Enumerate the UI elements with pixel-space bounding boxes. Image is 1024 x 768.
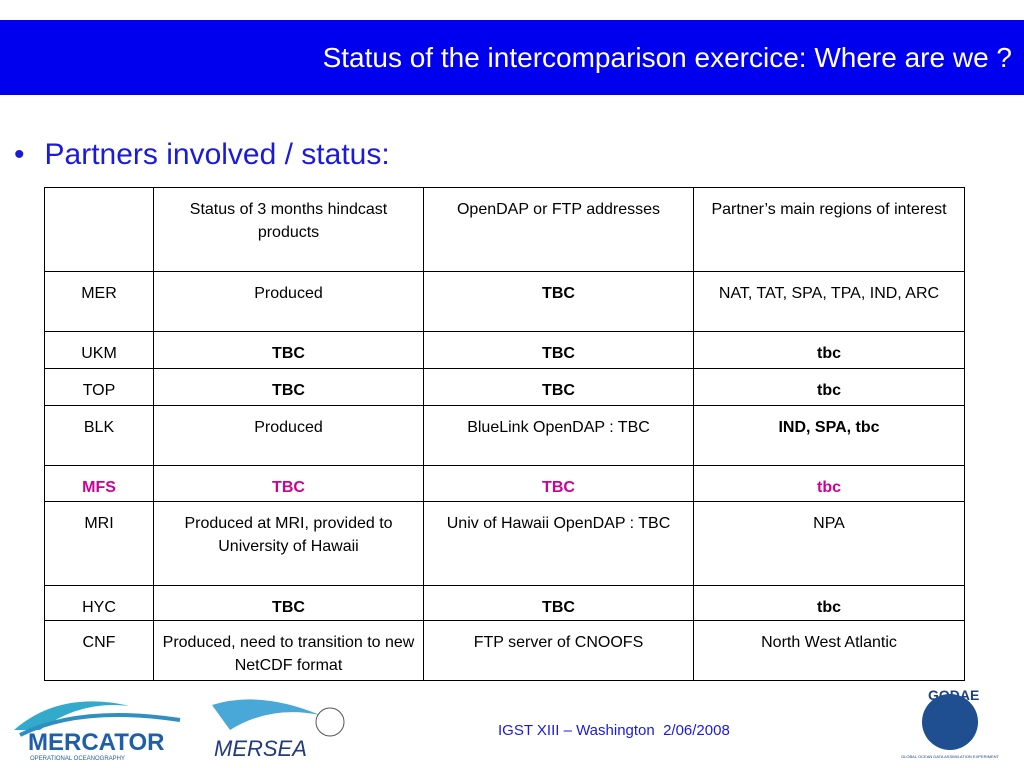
table-cell: FTP server of CNOOFS — [423, 620, 694, 681]
godae-globe — [922, 694, 978, 750]
mercator-sub: OPERATIONAL OCEANOGRAPHY — [30, 756, 125, 762]
mersea-globe — [315, 707, 345, 737]
table-cell: MER — [44, 271, 154, 332]
table-cell: IND, SPA, tbc — [693, 405, 965, 466]
table-row: MER Produced TBC NAT, TAT, SPA, TPA, IND, A… — [44, 271, 965, 332]
table-cell: tbc — [693, 585, 965, 621]
title-bar — [0, 20, 1024, 95]
slide-title: Status of the intercomparison exercice: … — [322, 42, 1012, 73]
table-cell: TBC — [423, 271, 694, 332]
table-cell: UKM — [44, 331, 154, 369]
godae-logo: GODAE — [928, 687, 979, 703]
table-cell: TBC — [423, 368, 694, 406]
table-row: CNF Produced, need to transition to new N… — [44, 620, 965, 681]
table-row: BLK Produced BlueLink OpenDAP : TBC IND, SP… — [44, 405, 965, 466]
table-cell: TBC — [423, 465, 694, 502]
table-row: HYC TBC TBC tbc — [44, 585, 965, 621]
table-cell: MFS — [44, 465, 154, 502]
table-cell: North West Atlantic — [693, 620, 965, 681]
table-cell: TOP — [44, 368, 154, 406]
table-cell: TBC — [153, 368, 424, 406]
mersea-logo: MERSEA — [214, 736, 307, 761]
table-cell: NPA — [693, 501, 965, 586]
table-cell: TBC — [153, 465, 424, 502]
table-cell — [44, 187, 154, 272]
table-cell: Univ of Hawaii OpenDAP : TBC — [423, 501, 694, 586]
table-cell: Produced — [153, 405, 424, 466]
bullet-line: • Partners involved / status: — [14, 138, 390, 171]
table-cell: Partner’s main regions of interest — [693, 187, 965, 272]
table-cell: tbc — [693, 368, 965, 406]
table-cell: Produced — [153, 271, 424, 332]
footer-text: IGST XIII – Washington 2/06/2008 — [498, 722, 730, 739]
table-cell: MRI — [44, 501, 154, 586]
mercator-wave2 — [19, 713, 181, 737]
mercator-logo: MERCATOR — [28, 729, 164, 756]
mersea-wave — [212, 699, 320, 730]
table-cell: BlueLink OpenDAP : TBC — [423, 405, 694, 466]
table-cell: CNF — [44, 620, 154, 681]
table-cell: TBC — [153, 331, 424, 369]
table-cell: tbc — [693, 331, 965, 369]
table-cell: TBC — [153, 585, 424, 621]
table-cell: TBC — [423, 585, 694, 621]
table-row: MFS TBC TBC tbc — [44, 465, 965, 502]
bullet-text: Partners involved / status: — [44, 138, 390, 171]
table-row: MRI Produced at MRI, provided to Universi… — [44, 501, 965, 586]
mercator-wave — [14, 701, 130, 730]
table-cell: OpenDAP or FTP addresses — [423, 187, 694, 272]
table-cell: HYC — [44, 585, 154, 621]
table-cell: NAT, TAT, SPA, TPA, IND, ARC — [693, 271, 965, 332]
table-cell: Produced at MRI, provided to University … — [153, 501, 424, 586]
table-cell: BLK — [44, 405, 154, 466]
table-row: UKM TBC TBC tbc — [44, 331, 965, 369]
table-row: TOP TBC TBC tbc — [44, 368, 965, 406]
table-row: Status of 3 months hindcast products Open… — [44, 187, 965, 272]
table-cell: tbc — [693, 465, 965, 502]
table-cell: Produced, need to transition to new NetC… — [153, 620, 424, 681]
table-cell: TBC — [423, 331, 694, 369]
godae-sub: GLOBAL OCEAN DATA ASSIMILATION EXPERIMEN… — [901, 754, 999, 759]
status-table: Status of 3 months hindcast products Open… — [44, 187, 965, 681]
table-cell: Status of 3 months hindcast products — [153, 187, 424, 272]
